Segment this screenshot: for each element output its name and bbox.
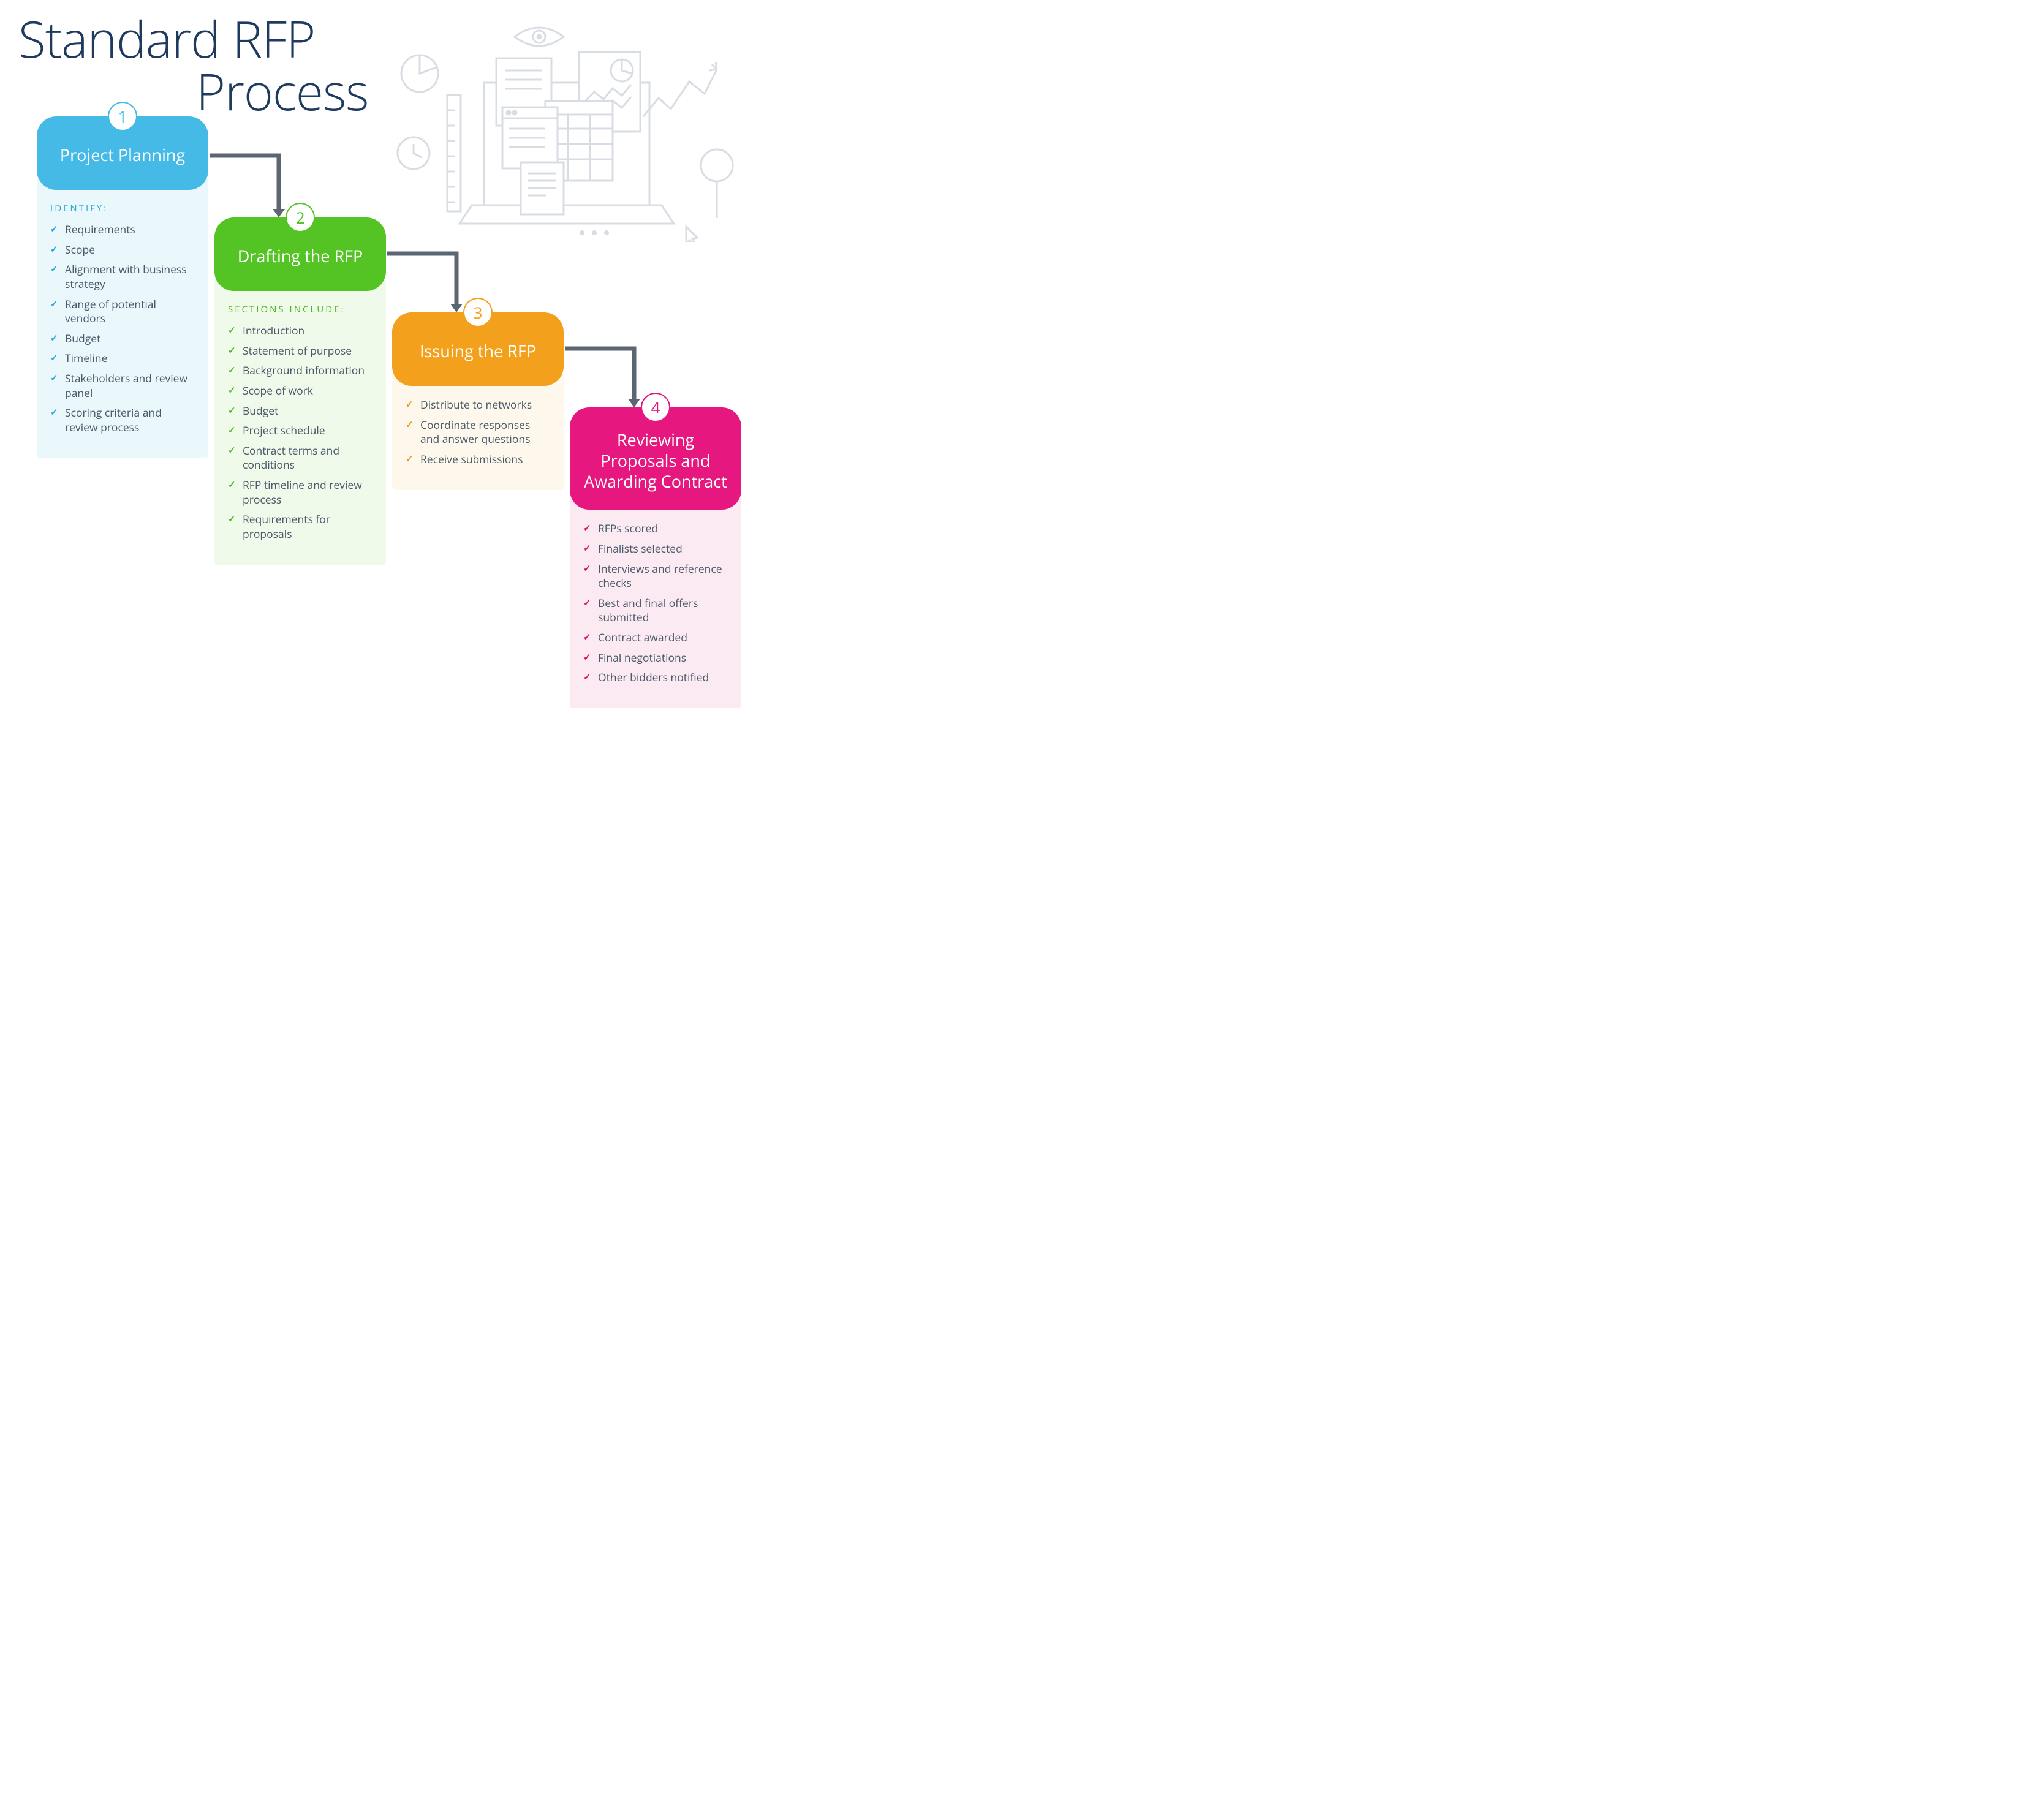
stage-1: 1Project Planning IDENTIFY: Requirements Sc… <box>37 116 208 458</box>
stage-item: Final negotiations <box>583 651 729 666</box>
stage-item: Range of potential vendors <box>50 298 196 327</box>
stage-item: Alignment with business strategy <box>50 263 196 292</box>
stage-item: Requirements for proposals <box>228 513 374 542</box>
flow-arrow-1 <box>208 153 291 224</box>
stage-header: 2Drafting the RFP <box>214 217 386 291</box>
stage-4: 4Reviewing Proposals and Awarding Contra… <box>570 407 741 708</box>
stage-item: Contract terms and conditions <box>228 444 374 473</box>
stage-sub-label: SECTIONS INCLUDE: <box>228 303 374 315</box>
stage-title: Project Planning <box>60 145 185 165</box>
stage-title: Drafting the RFP <box>238 246 363 266</box>
stage-number-badge: 2 <box>286 203 315 232</box>
stage-item: Coordinate responses and answer question… <box>406 418 551 447</box>
stage-item: Contract awarded <box>583 631 729 646</box>
stage-number-badge: 1 <box>108 102 137 131</box>
stage-item: Scope of work <box>228 384 374 399</box>
stage-sub-label: IDENTIFY: <box>50 202 196 214</box>
flow-arrow-3 <box>564 346 646 413</box>
stage-title: Reviewing Proposals and Awarding Contrac… <box>582 429 729 491</box>
stage-item: RFPs scored <box>583 522 729 537</box>
stage-item: Best and final offers submitted <box>583 597 729 625</box>
stage-item: Background information <box>228 364 374 379</box>
stage-number-badge: 3 <box>463 298 493 327</box>
stage-item: Distribute to networks <box>406 398 551 413</box>
stage-item: Other bidders notified <box>583 671 729 685</box>
stage-item: Finalists selected <box>583 542 729 557</box>
stage-item-list: RFPs scored Finalists selected Interviews … <box>583 522 729 685</box>
stage-3: 3Issuing the RFP Distribute to networks Co… <box>392 312 564 490</box>
stage-number-badge: 4 <box>641 393 670 422</box>
stage-item: Timeline <box>50 352 196 366</box>
stage-item: Introduction <box>228 324 374 339</box>
stage-item: Interviews and reference checks <box>583 562 729 591</box>
stage-header: 4Reviewing Proposals and Awarding Contra… <box>570 407 741 510</box>
stage-header: 3Issuing the RFP <box>392 312 564 386</box>
stage-item: Receive submissions <box>406 453 551 467</box>
stage-2: 2Drafting the RFP SECTIONS INCLUDE: Introd… <box>214 217 386 565</box>
stage-body: Distribute to networks Coordinate respons… <box>392 374 564 490</box>
stage-item-list: Requirements Scope Alignment with business… <box>50 223 196 436</box>
stage-item-list: Distribute to networks Coordinate respons… <box>406 398 551 467</box>
stage-body: SECTIONS INCLUDE: Introduction Statement o… <box>214 279 386 565</box>
stage-item: Requirements <box>50 223 196 238</box>
stage-item: RFP timeline and review process <box>228 478 374 507</box>
stage-body: RFPs scored Finalists selected Interviews … <box>570 497 741 708</box>
stage-header: 1Project Planning <box>37 116 208 190</box>
stage-title: Issuing the RFP <box>420 341 536 361</box>
stage-item: Scope <box>50 243 196 258</box>
flow-arrow-2 <box>386 251 469 319</box>
stage-item: Scoring criteria and review process <box>50 406 196 435</box>
stage-item: Budget <box>228 404 374 419</box>
stage-item: Stakeholders and review panel <box>50 372 196 401</box>
stage-item: Budget <box>50 332 196 347</box>
stage-item: Project schedule <box>228 424 374 439</box>
stage-body: IDENTIFY: Requirements Scope Alignment with… <box>37 178 208 458</box>
process-flow: 1Project PlanningIDENTIFY:RequirementsSc… <box>18 98 888 772</box>
stage-item: Statement of purpose <box>228 344 374 359</box>
stage-item-list: Introduction Statement of purpose Backgrou… <box>228 324 374 542</box>
